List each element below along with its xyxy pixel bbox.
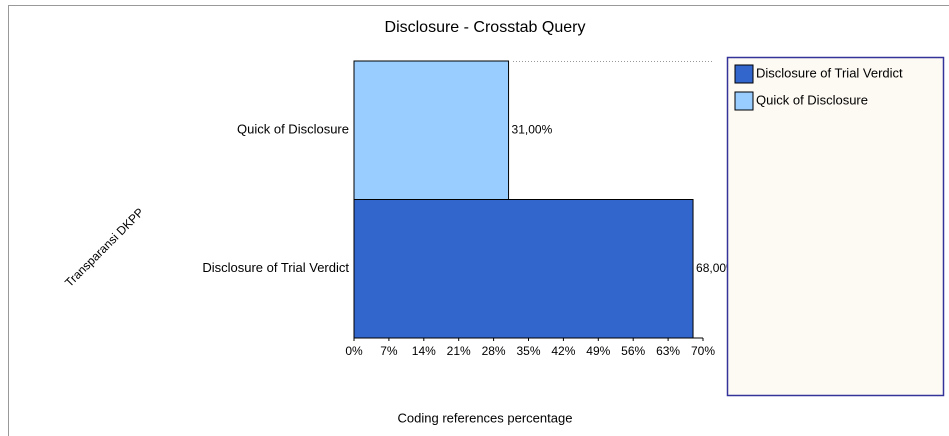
x-tick-label: 63%: [656, 344, 680, 358]
y-tick-label: Quick of Disclosure: [237, 122, 349, 137]
chart-title: Disclosure - Crosstab Query: [385, 19, 586, 36]
legend-label: Disclosure of Trial Verdict: [756, 65, 903, 80]
y-tick-label: Disclosure of Trial Verdict: [202, 260, 349, 275]
x-tick-label: 70%: [691, 344, 715, 358]
x-tick-label: 42%: [551, 344, 575, 358]
x-tick-label: 35%: [516, 344, 540, 358]
x-tick-label: 0%: [345, 344, 363, 358]
legend-swatch: [734, 64, 754, 84]
frame: [8, 5, 949, 436]
bar: [353, 60, 510, 200]
legend-box: [726, 56, 945, 397]
x-tick-label: 21%: [447, 344, 471, 358]
x-axis-label: Coding references percentage: [398, 410, 573, 425]
x-tick-label: 28%: [482, 344, 506, 358]
x-tick-label: 56%: [621, 344, 645, 358]
x-tick-label: 7%: [380, 344, 398, 358]
legend-label: Quick of Disclosure: [756, 92, 868, 107]
x-tick-label: 49%: [586, 344, 610, 358]
x-tick-label: 14%: [412, 344, 436, 358]
value-label: 31,00%: [512, 122, 553, 136]
legend-swatch: [734, 91, 754, 111]
bar: [353, 199, 694, 339]
